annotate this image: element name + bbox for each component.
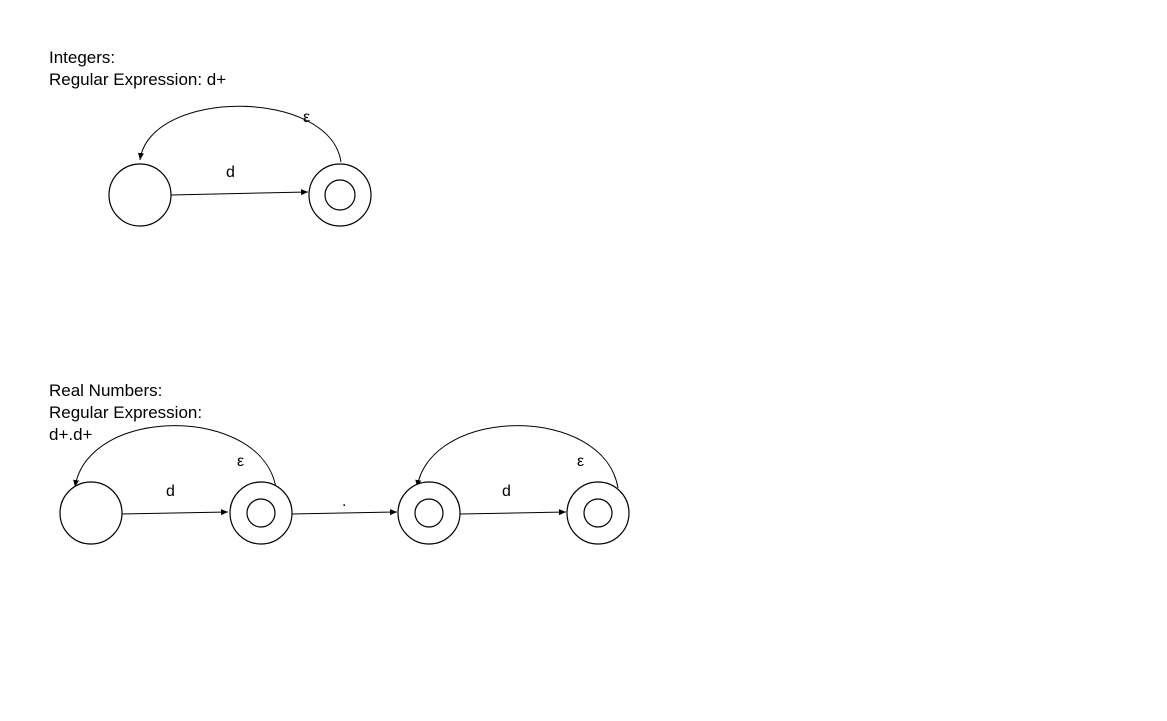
reals-s1-epsilon-label: ε xyxy=(237,453,244,470)
reals-state-1-inner xyxy=(247,499,275,527)
integers-epsilon-label: ε xyxy=(303,109,310,126)
reals-s0-s1-d-edge xyxy=(122,512,228,514)
reals-s2-s3-d-edge xyxy=(460,512,566,514)
integers-d-edge xyxy=(171,192,308,195)
integers-epsilon-loop-edge xyxy=(140,106,341,162)
integers-automaton: d ε xyxy=(109,106,371,226)
integers-accept-state-inner xyxy=(325,180,355,210)
reals-automaton: d ε . d ε xyxy=(60,426,629,544)
reals-s2-s3-d-label: d xyxy=(502,483,511,500)
reals-start-state xyxy=(60,482,122,544)
integers-d-label: d xyxy=(226,164,235,181)
reals-s3-epsilon-loop-edge xyxy=(417,426,618,488)
reals-s1-s2-dot-edge xyxy=(291,512,397,514)
reals-s1-s2-dot-label: . xyxy=(342,493,346,510)
reals-state-3-inner xyxy=(584,499,612,527)
reals-s1-epsilon-loop-edge xyxy=(75,426,276,488)
reals-s3-epsilon-label: ε xyxy=(577,453,584,470)
reals-state-2-inner xyxy=(415,499,443,527)
reals-s0-s1-d-label: d xyxy=(166,483,175,500)
integers-start-state xyxy=(109,164,171,226)
